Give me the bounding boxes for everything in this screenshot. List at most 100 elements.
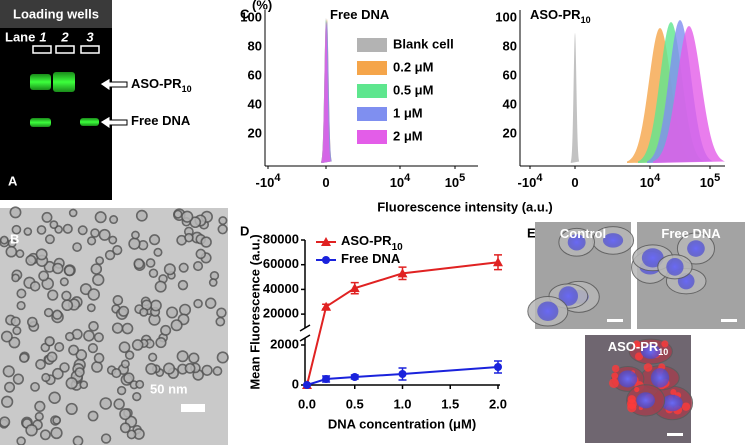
particle [68,208,78,218]
red-signal [670,389,677,396]
particle [41,211,53,223]
particle [52,367,64,380]
particle [9,206,22,219]
legend-swatch [357,61,387,75]
marker [494,363,502,371]
particle [52,415,62,425]
particle [38,270,50,282]
red-signal [611,364,620,373]
particle [148,268,159,278]
legend-swatch [357,38,387,52]
red-signal [611,372,619,380]
legend-label: Blank cell [393,36,454,51]
y-tick-label: 40000 [263,281,299,296]
histogram-peak [321,22,331,163]
particle [8,336,21,349]
y-tick-label: 60000 [263,256,299,271]
red-signal [627,403,637,413]
particle [93,332,104,343]
x-tick-label: 105 [700,172,721,191]
x-axis-label: Fluorescence intensity (a.u.) [377,199,553,214]
legend-marker [321,237,331,246]
panel-label: D [240,223,249,238]
particle [160,324,172,336]
tick-base: -10 [518,175,537,190]
gel-header-box [0,0,112,28]
particle [121,322,134,335]
particle [34,400,46,413]
particle [93,352,105,364]
panel-label: E [527,225,536,240]
legend-label: Free DNA [341,251,401,266]
subscript: 10 [658,347,668,357]
tick-base: 0 [322,175,329,190]
particle [87,288,100,301]
particle [15,249,25,259]
particle [90,228,100,238]
particle [188,352,200,364]
red-signal [609,378,619,389]
y-tick-label: 40 [503,96,517,111]
particle [36,225,47,235]
marker [349,283,360,293]
particle [154,280,167,293]
particle [63,265,75,277]
gel-bands [30,72,99,127]
text-part: Control [560,226,606,241]
y-tick-label: 0 [292,376,299,391]
particle [132,391,142,402]
panel-label: B [10,231,19,246]
particle [94,211,107,224]
particle [75,349,88,361]
scale-bar [667,433,683,436]
particle [90,263,103,275]
particle [62,223,73,234]
lane-label: Lane [5,29,35,44]
particle [176,350,189,363]
nucleus [537,301,559,321]
particle [95,256,105,266]
particle [112,294,124,306]
tick-base: -10 [256,175,275,190]
scale-bar [181,404,205,412]
particle [11,273,20,283]
lane-number: 3 [86,29,94,44]
y-tick-label: 60 [248,67,262,82]
panel-label: C [240,6,250,21]
y-tick-label: 20 [248,125,262,140]
x-tick-label: 0.5 [346,396,364,411]
particle [25,423,38,437]
particle [26,316,38,328]
particle [23,227,33,236]
histogram-peak [570,33,580,163]
particle [2,365,15,378]
particle [0,330,13,343]
x-tick-label: 0 [322,175,329,190]
marker [397,268,408,278]
axis-break [299,334,311,342]
wells [32,45,100,54]
marker [322,375,331,383]
legend-label: 1 μM [393,105,423,120]
panel-label: A [8,173,18,188]
gel-header: Loading wells [13,6,99,21]
particle [173,209,183,219]
y-tick-label: 2000 [270,336,299,351]
particle [79,380,89,390]
text-part: Free DNA [661,226,721,241]
particle [4,381,16,393]
y-axis-label: Mean Fluorescence (a.u.) [247,234,262,389]
particle [108,235,118,245]
particle [113,398,125,410]
particle [61,290,72,301]
particle [128,237,141,250]
particle [135,379,145,389]
particle [11,224,22,235]
axis-break [299,324,311,332]
particle [181,210,194,223]
particle [47,289,59,301]
particle [195,248,207,260]
particle [72,435,84,445]
marker [303,381,311,389]
